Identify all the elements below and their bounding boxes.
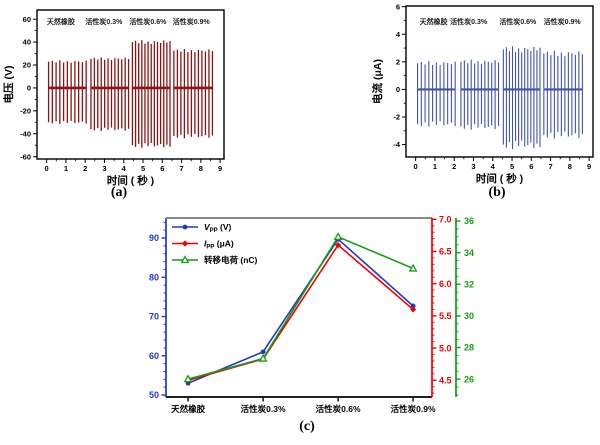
svg-text:0: 0 [396, 85, 400, 94]
svg-text:8: 8 [199, 164, 203, 173]
svg-text:5: 5 [510, 162, 514, 171]
svg-text:5: 5 [141, 164, 145, 173]
caption-c: (c) [299, 419, 315, 434]
svg-text:4: 4 [491, 162, 496, 171]
svg-text:4.5: 4.5 [439, 375, 452, 385]
panel-a: 0 1 2 3 4 5 6 7 8 9 -60 -40 -20 0 20 40 60 时间 ( 秒 ) 电压 (V)… [0, 0, 300, 210]
caption-b: (b) [488, 185, 506, 200]
svg-text:电流 (μA): 电流 (μA) [371, 59, 384, 104]
svg-text:32: 32 [464, 279, 474, 289]
svg-text:0: 0 [45, 164, 49, 173]
svg-text:6.5: 6.5 [439, 247, 452, 257]
svg-text:7: 7 [549, 162, 553, 171]
svg-text:60: 60 [23, 15, 31, 24]
svg-text:8: 8 [568, 162, 572, 171]
svg-text:34: 34 [464, 248, 474, 258]
svg-text:6.0: 6.0 [439, 279, 452, 289]
svg-text:-4: -4 [393, 140, 400, 149]
svg-text:-40: -40 [20, 129, 31, 138]
svg-text:活性炭0.3%: 活性炭0.3% [85, 17, 123, 26]
svg-text:90: 90 [149, 233, 159, 243]
svg-text:时间 ( 秒 ): 时间 ( 秒 ) [476, 172, 523, 185]
svg-text:-20: -20 [20, 106, 31, 115]
svg-text:天然橡胶: 天然橡胶 [47, 17, 75, 26]
svg-text:转移电荷 (nC): 转移电荷 (nC) [204, 255, 258, 265]
svg-text:VPP (V): VPP (V) [204, 222, 232, 234]
svg-text:70: 70 [149, 312, 159, 322]
svg-text:5.0: 5.0 [439, 343, 452, 353]
svg-text:时间 ( 秒 ): 时间 ( 秒 ) [107, 174, 154, 187]
svg-text:0: 0 [414, 162, 418, 171]
svg-text:活性炭0.9%: 活性炭0.9% [173, 17, 211, 26]
svg-text:活性炭0.6%: 活性炭0.6% [499, 17, 537, 26]
svg-text:-2: -2 [393, 113, 400, 122]
svg-text:36: 36 [464, 216, 474, 226]
svg-text:3: 3 [471, 162, 475, 171]
svg-text:20: 20 [23, 61, 31, 70]
svg-text:天然橡胶: 天然橡胶 [420, 17, 448, 26]
svg-text:80: 80 [149, 272, 159, 282]
svg-text:6: 6 [529, 162, 533, 171]
svg-text:50: 50 [149, 390, 159, 400]
svg-text:活性炭0.6%: 活性炭0.6% [316, 404, 361, 414]
panel-c: 50 60 70 80 90 4.5 5.0 5.5 6.0 6.5 7.0 26 28 30 32 34 36… [140, 205, 500, 445]
svg-text:天然橡胶: 天然橡胶 [171, 404, 206, 414]
svg-text:6: 6 [396, 2, 400, 11]
svg-text:2: 2 [83, 164, 87, 173]
svg-text:0: 0 [27, 84, 31, 93]
svg-text:活性炭0.3%: 活性炭0.3% [241, 404, 286, 414]
svg-text:3: 3 [102, 164, 106, 173]
panel-b: 0 1 2 3 4 5 6 7 8 9 -4 -2 0 2 4 6 时间 ( 秒 ) 电流 (μA) 天然橡胶 活性炭… [300, 0, 600, 210]
svg-text:1: 1 [433, 162, 437, 171]
svg-text:活性炭0.9%: 活性炭0.9% [391, 404, 436, 414]
svg-text:2: 2 [396, 57, 400, 66]
svg-text:活性炭0.9%: 活性炭0.9% [544, 17, 582, 26]
svg-text:1: 1 [64, 164, 68, 173]
panel-c-line-chart: 50 60 70 80 90 4.5 5.0 5.5 6.0 6.5 7.0 26 28 30 32 34 36… [149, 214, 474, 414]
svg-text:7: 7 [180, 164, 184, 173]
svg-text:活性炭0.3%: 活性炭0.3% [450, 17, 488, 26]
svg-text:30: 30 [464, 311, 474, 321]
svg-text:40: 40 [23, 38, 31, 47]
svg-text:9: 9 [218, 164, 222, 173]
svg-text:-60: -60 [20, 152, 31, 161]
svg-text:活性炭0.6%: 活性炭0.6% [129, 17, 167, 26]
svg-text:9: 9 [587, 162, 591, 171]
svg-text:4: 4 [122, 164, 127, 173]
panel-a-voltage-chart: 0 1 2 3 4 5 6 7 8 9 -60 -40 -20 0 20 40 60 时间 ( 秒 ) 电压 (V)… [2, 9, 225, 187]
svg-text:2: 2 [452, 162, 456, 171]
svg-text:4: 4 [396, 30, 401, 39]
svg-text:5.5: 5.5 [439, 311, 452, 321]
svg-text:电压 (V): 电压 (V) [2, 66, 15, 104]
svg-text:IPP (μA): IPP (μA) [204, 239, 234, 251]
svg-text:60: 60 [149, 351, 159, 361]
caption-a: (a) [110, 185, 128, 200]
svg-text:6: 6 [160, 164, 164, 173]
svg-text:28: 28 [464, 343, 474, 353]
svg-text:26: 26 [464, 374, 474, 384]
svg-text:7.0: 7.0 [439, 214, 452, 224]
